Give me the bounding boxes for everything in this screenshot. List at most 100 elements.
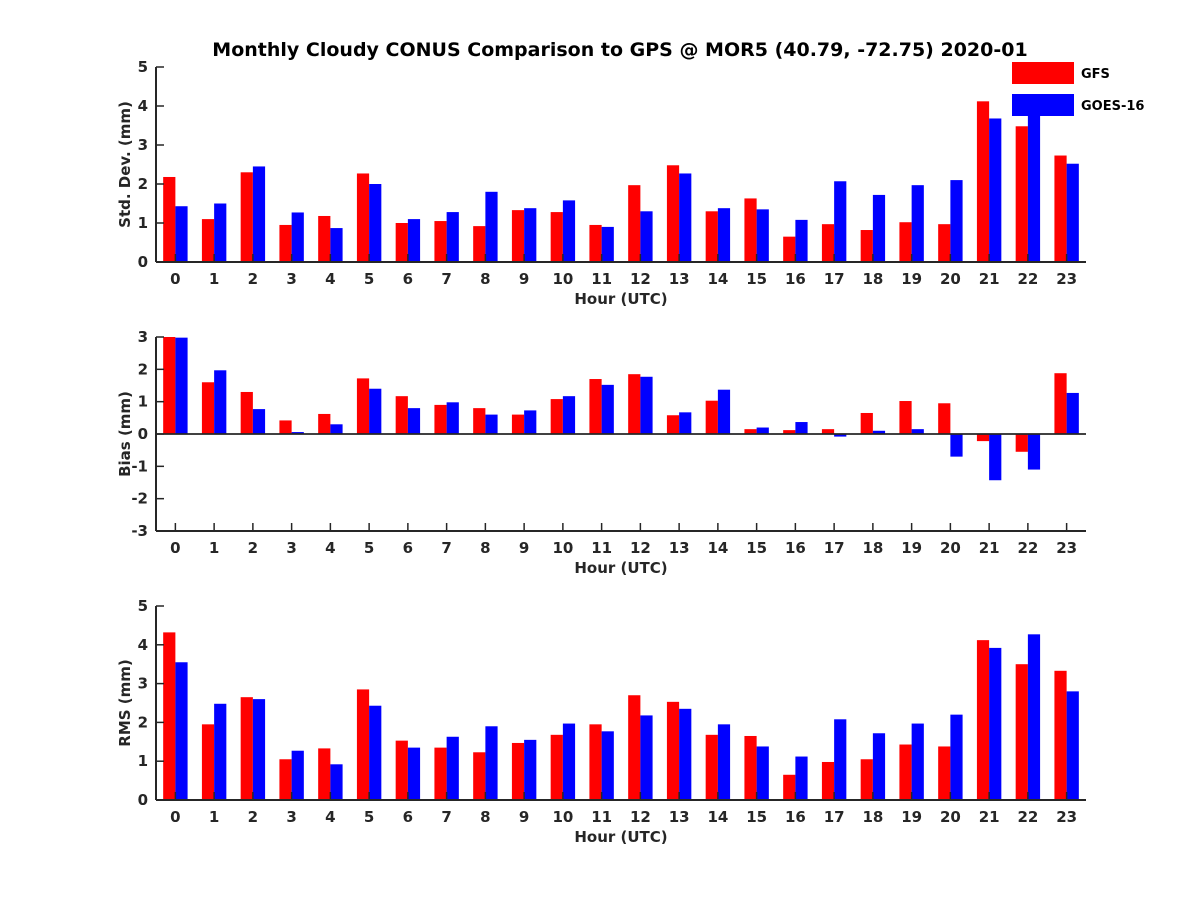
bar-gfs-hour-8	[473, 752, 486, 800]
bar-gfs-hour-6	[395, 223, 408, 262]
x-tick-label: 16	[785, 808, 806, 826]
bar-goes-16-hour-21	[989, 434, 1002, 481]
x-tick-label: 6	[403, 808, 413, 826]
bar-gfs-hour-1	[201, 382, 215, 434]
bar-goes-16-hour-5	[369, 705, 382, 800]
y-axis-label: Bias (mm)	[116, 391, 134, 477]
bar-goes-16-hour-14	[717, 208, 731, 262]
bar-gfs-hour-7	[434, 404, 447, 434]
bar-gfs-hour-23	[1054, 155, 1067, 262]
bar-gfs-hour-0	[163, 632, 176, 800]
x-tick-label: 1	[209, 539, 219, 557]
x-tick-label: 14	[707, 808, 728, 826]
x-tick-label: 6	[403, 270, 413, 288]
bar-gfs-hour-4	[318, 748, 331, 800]
bar-gfs-hour-6	[395, 396, 408, 434]
x-tick-label: 7	[441, 808, 451, 826]
bar-goes-16-hour-13	[679, 173, 692, 262]
bar-gfs-hour-8	[473, 226, 486, 262]
bar-goes-16-hour-2	[252, 409, 266, 434]
y-tick-label: 0	[138, 425, 148, 443]
y-tick-label: 5	[138, 597, 148, 615]
x-tick-label: 6	[403, 539, 413, 557]
bar-goes-16-hour-23	[1066, 691, 1079, 800]
bar-gfs-hour-2	[240, 697, 253, 800]
bar-gfs-hour-7	[434, 747, 447, 800]
bar-gfs-hour-5	[356, 689, 370, 800]
bar-goes-16-hour-13	[679, 708, 692, 800]
bar-goes-16-hour-12	[640, 715, 653, 800]
bar-gfs-hour-21	[976, 101, 990, 262]
x-tick-label: 10	[552, 270, 573, 288]
bar-gfs-hour-8	[473, 408, 486, 434]
x-tick-label: 9	[519, 808, 529, 826]
bar-gfs-hour-23	[1054, 373, 1067, 434]
y-tick-label: -2	[131, 490, 148, 508]
y-tick-label: 3	[138, 675, 148, 693]
x-tick-label: 19	[901, 808, 922, 826]
x-tick-label: 2	[248, 270, 258, 288]
legend-label-gfs: GFS	[1081, 67, 1110, 82]
bar-goes-16-hour-18	[872, 194, 886, 262]
y-tick-label: -3	[131, 522, 148, 540]
bar-gfs-hour-23	[1054, 670, 1067, 800]
bar-goes-16-hour-5	[369, 388, 382, 434]
x-tick-label: 23	[1056, 270, 1077, 288]
x-tick-label: 22	[1017, 270, 1038, 288]
x-tick-label: 7	[441, 270, 451, 288]
bar-goes-16-hour-4	[330, 424, 343, 434]
bar-gfs-hour-15	[744, 198, 757, 262]
x-tick-label: 13	[669, 270, 690, 288]
bar-goes-16-hour-18	[872, 733, 886, 800]
x-tick-label: 23	[1056, 808, 1077, 826]
bar-gfs-hour-19	[899, 222, 912, 262]
x-tick-label: 8	[480, 539, 490, 557]
bar-goes-16-hour-16	[795, 219, 808, 262]
bar-goes-16-hour-17	[834, 434, 847, 437]
bar-gfs-hour-14	[705, 211, 718, 262]
x-tick-label: 22	[1017, 808, 1038, 826]
bar-goes-16-hour-7	[446, 736, 459, 800]
bar-gfs-hour-2	[240, 172, 253, 262]
bar-goes-16-hour-15	[756, 427, 769, 434]
bar-gfs-hour-5	[356, 173, 370, 262]
y-tick-label: 1	[138, 214, 148, 232]
x-tick-label: 4	[325, 539, 335, 557]
bar-gfs-hour-13	[666, 415, 680, 434]
bar-gfs-hour-0	[163, 176, 176, 262]
bar-goes-16-hour-3	[291, 750, 304, 800]
x-tick-label: 0	[170, 539, 180, 557]
bar-gfs-hour-1	[201, 219, 215, 262]
bar-gfs-hour-2	[240, 391, 253, 434]
bar-gfs-hour-13	[666, 165, 680, 262]
bar-goes-16-hour-2	[252, 699, 266, 800]
bar-goes-16-hour-17	[834, 719, 847, 800]
x-tick-label: 20	[940, 808, 961, 826]
bar-gfs-hour-20	[938, 746, 951, 800]
bar-goes-16-hour-6	[407, 747, 421, 800]
y-tick-label: 2	[138, 360, 148, 378]
y-tick-label: 3	[138, 328, 148, 346]
x-tick-label: 1	[209, 270, 219, 288]
x-tick-label: 4	[325, 808, 335, 826]
x-tick-label: 13	[669, 539, 690, 557]
x-tick-label: 10	[552, 539, 573, 557]
x-tick-label: 17	[824, 270, 845, 288]
bar-gfs-hour-1	[201, 724, 215, 800]
bar-gfs-hour-14	[705, 400, 718, 434]
bar-goes-16-hour-15	[756, 746, 769, 800]
y-tick-label: 2	[138, 175, 148, 193]
y-axis-label: Std. Dev. (mm)	[116, 101, 134, 228]
bar-goes-16-hour-20	[950, 180, 963, 262]
bar-goes-16-hour-22	[1027, 434, 1041, 470]
bar-gfs-hour-21	[976, 640, 990, 800]
bar-gfs-hour-3	[279, 759, 292, 800]
bar-goes-16-hour-10	[562, 396, 576, 434]
x-tick-label: 3	[286, 539, 296, 557]
x-tick-label: 12	[630, 808, 651, 826]
bar-goes-16-hour-0	[175, 337, 188, 434]
